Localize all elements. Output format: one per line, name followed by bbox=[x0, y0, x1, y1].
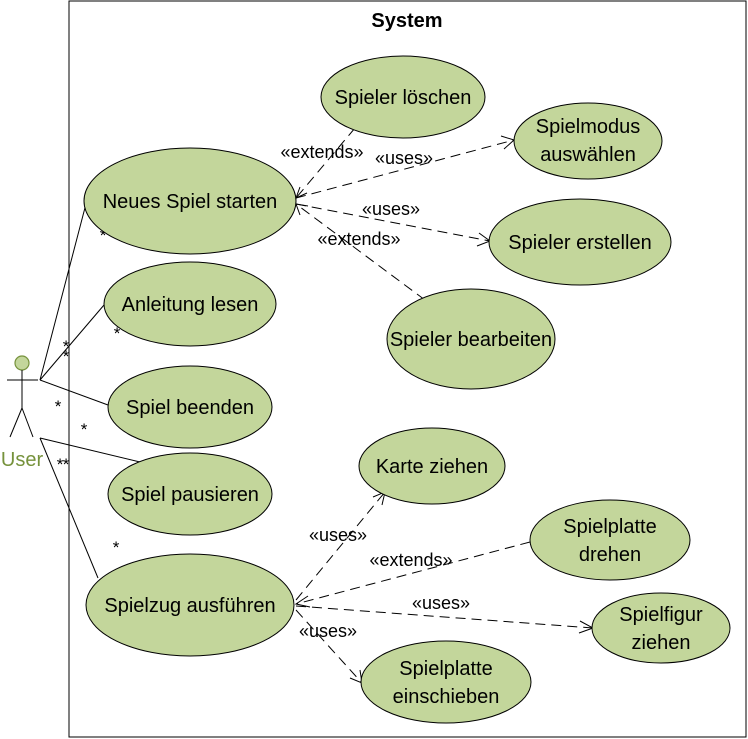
mult-anleitung-actor-2: * bbox=[63, 347, 70, 366]
assoc-anleitung bbox=[39, 304, 105, 381]
assoc-neues-spiel bbox=[39, 199, 88, 381]
arrowhead-drehen bbox=[294, 595, 311, 608]
rel-spielplatte-einschieben-uses bbox=[295, 609, 363, 684]
mult-spielzug: * bbox=[113, 538, 120, 557]
actor-head bbox=[14, 355, 30, 371]
usecase-label: Spielzug ausführen bbox=[104, 595, 275, 617]
actor-label: User bbox=[1, 449, 44, 471]
usecase-ellipse bbox=[488, 198, 672, 286]
label-uses-karte: «uses» bbox=[309, 525, 367, 545]
usecase-label-line-1: Spielplatte bbox=[563, 516, 656, 538]
usecase-label-line-1: Spielplatte bbox=[399, 658, 492, 680]
usecase-ellipse bbox=[107, 365, 273, 449]
usecase-spielplatte-einschieben[interactable]: Spielplatte einschieben bbox=[360, 640, 532, 724]
usecase-label: Spiel pausieren bbox=[121, 484, 259, 506]
usecase-ellipse bbox=[85, 553, 295, 657]
usecase-label: Spieler löschen bbox=[335, 87, 472, 109]
usecase-karte-ziehen[interactable]: Karte ziehen bbox=[358, 427, 506, 505]
usecase-spieler-erstellen[interactable]: Spieler erstellen bbox=[488, 198, 672, 286]
usecase-spielfigur-ziehen[interactable]: Spielfigur ziehen bbox=[591, 592, 731, 664]
usecase-ellipse bbox=[529, 499, 691, 581]
actor-user[interactable]: User bbox=[1, 355, 44, 471]
usecase-spielplatte-drehen[interactable]: Spielplatte drehen bbox=[529, 499, 691, 581]
usecase-ellipse bbox=[83, 147, 297, 255]
usecase-ellipse bbox=[358, 427, 506, 505]
usecase-ellipse bbox=[320, 55, 486, 139]
usecase-ellipse bbox=[386, 288, 556, 390]
label-extends-bearbeiten: «extends» bbox=[317, 229, 400, 249]
usecase-spielzug-ausfuehren[interactable]: Spielzug ausführen bbox=[85, 553, 295, 657]
usecase-spieler-bearbeiten[interactable]: Spieler bearbeiten bbox=[386, 288, 556, 390]
usecase-spiel-beenden[interactable]: Spiel beenden bbox=[107, 365, 273, 449]
label-extends-drehen: «extends» bbox=[369, 550, 452, 570]
usecase-label-line-1: Spielmodus bbox=[536, 116, 641, 138]
mult-anleitung-actor: * bbox=[63, 337, 70, 356]
rel-spieler-erstellen-uses bbox=[295, 203, 491, 242]
usecase-label: Spiel beenden bbox=[126, 397, 254, 419]
rel-spieler-loeschen-extends bbox=[295, 127, 356, 199]
usecase-label-line-2: einschieben bbox=[393, 686, 500, 708]
usecase-spiel-pausieren[interactable]: Spiel pausieren bbox=[107, 452, 273, 536]
usecase-spielmodus-auswaehlen[interactable]: Spielmodus auswählen bbox=[513, 102, 663, 180]
label-extends-loeschen: «extends» bbox=[280, 142, 363, 162]
mult-beenden: * bbox=[81, 420, 88, 439]
mult-pausieren-actor: * bbox=[57, 455, 64, 474]
usecase-ellipse bbox=[360, 640, 532, 724]
usecase-ellipse bbox=[107, 452, 273, 536]
usecase-label-line-2: drehen bbox=[579, 544, 641, 566]
assoc-spielzug bbox=[39, 437, 99, 579]
system-boundary bbox=[68, 0, 747, 738]
rel-spielfigur-ziehen-uses bbox=[295, 605, 594, 629]
mult-neues-spiel: * bbox=[100, 226, 107, 245]
system-title: System bbox=[371, 10, 442, 32]
usecase-label-line-1: Spielfigur bbox=[619, 604, 703, 626]
assoc-beenden bbox=[39, 379, 109, 406]
usecase-label-line-2: auswählen bbox=[540, 144, 636, 166]
rel-spielplatte-drehen-extends bbox=[295, 541, 531, 605]
label-uses-spielfigur: «uses» bbox=[412, 593, 470, 613]
actor-right-leg bbox=[21, 407, 34, 438]
mult-anleitung: * bbox=[114, 324, 121, 343]
usecase-label: Spieler erstellen bbox=[508, 232, 651, 254]
usecase-neues-spiel-starten[interactable]: Neues Spiel starten bbox=[83, 147, 297, 255]
rel-karte-ziehen-uses bbox=[295, 491, 386, 601]
actor-left-leg bbox=[9, 407, 23, 438]
assoc-pausieren bbox=[39, 437, 141, 463]
label-uses-spielmodus: «uses» bbox=[375, 148, 433, 168]
rel-spielmodus-uses bbox=[295, 139, 515, 199]
usecase-label: Karte ziehen bbox=[376, 456, 488, 478]
usecase-ellipse bbox=[103, 261, 277, 347]
usecase-label-line-2: ziehen bbox=[632, 632, 691, 654]
usecase-anleitung-lesen[interactable]: Anleitung lesen bbox=[103, 261, 277, 347]
usecase-ellipse bbox=[513, 102, 663, 180]
usecase-label: Spieler bearbeiten bbox=[390, 329, 552, 351]
usecase-spieler-loeschen[interactable]: Spieler löschen bbox=[320, 55, 486, 139]
mult-beenden-actor: * bbox=[55, 397, 62, 416]
label-uses-erstellen: «uses» bbox=[362, 199, 420, 219]
usecase-ellipse bbox=[591, 592, 731, 664]
label-uses-einschieben: «uses» bbox=[299, 621, 357, 641]
usecase-label: Anleitung lesen bbox=[122, 294, 259, 316]
usecase-label: Neues Spiel starten bbox=[103, 191, 278, 213]
mult-pausieren-actor-2: * bbox=[63, 455, 70, 474]
rel-spieler-bearbeiten-extends bbox=[295, 203, 426, 301]
arrowhead-erstellen bbox=[476, 232, 492, 247]
